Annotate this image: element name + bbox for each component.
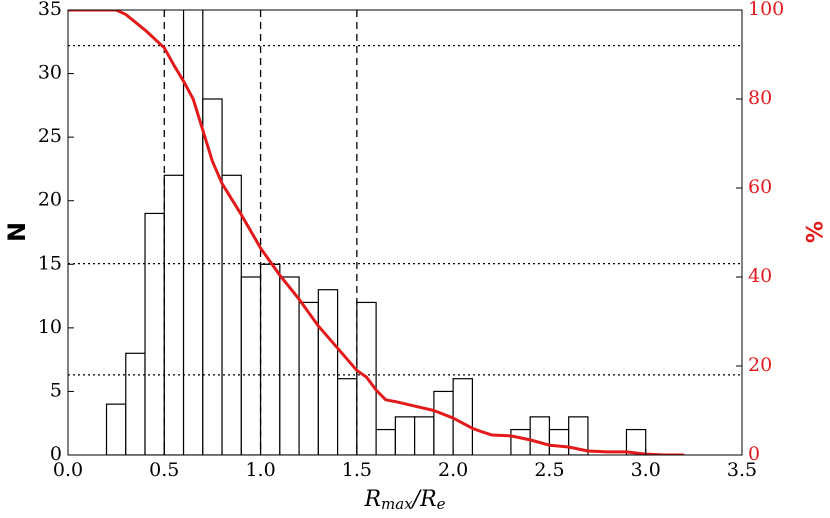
bar (568, 416, 589, 455)
y2-tick-label: 80 (748, 87, 772, 109)
y2-tick-label: 60 (748, 176, 772, 198)
axes-frame (67, 9, 743, 456)
x-tick-label: 0.5 (149, 459, 179, 481)
x-label-part: e (437, 495, 446, 513)
x-tick-label: 3.0 (631, 459, 661, 481)
bar (529, 416, 551, 455)
y-tick-label: 0 (50, 443, 62, 465)
cumulative-line (68, 10, 685, 455)
y-tick-label: 5 (50, 379, 62, 401)
bar (394, 416, 416, 455)
x-tick-label: 1.5 (342, 459, 372, 481)
bar (414, 416, 435, 455)
bar (240, 276, 262, 455)
bar (375, 428, 396, 455)
bar (433, 390, 454, 455)
x-label-part: /R (411, 487, 437, 512)
bar (548, 428, 570, 455)
y2-tick-label: 40 (748, 265, 772, 287)
y-tick-label: 30 (38, 62, 62, 84)
y-tick-label: 10 (38, 316, 62, 338)
x-tick-label: 0.0 (53, 459, 83, 481)
bar (625, 428, 647, 455)
plot-area (68, 10, 742, 455)
bar (182, 10, 204, 455)
x-tick-label: 1.0 (245, 459, 275, 481)
x-tick-label: 2.5 (534, 459, 564, 481)
x-tick-label: 3.5 (727, 459, 757, 481)
y2-tick-label: 100 (748, 0, 784, 20)
y2-tick-label: 0 (748, 443, 760, 465)
bar (337, 378, 358, 455)
x-label-part: R (363, 487, 381, 512)
x-axis-label: Rmax/Re (363, 487, 445, 513)
y2-axis-label: % (800, 221, 825, 243)
bar (510, 428, 531, 455)
y-axis-label: N (3, 222, 31, 242)
bar (317, 289, 339, 455)
y2-tick-label: 20 (748, 354, 772, 376)
y-tick-label: 15 (38, 252, 62, 274)
bar (202, 98, 223, 455)
bar (279, 276, 300, 455)
bar (452, 378, 473, 455)
bar (144, 212, 165, 455)
bar (105, 403, 127, 455)
x-label-part: max (381, 495, 413, 513)
bar (221, 174, 242, 455)
bar (298, 301, 319, 455)
bar (125, 352, 146, 455)
y-tick-label: 20 (38, 189, 62, 211)
bar (163, 174, 185, 455)
x-tick-label: 2.0 (438, 459, 468, 481)
y-tick-label: 35 (38, 0, 62, 20)
bar (259, 263, 281, 455)
y-tick-label: 25 (38, 125, 62, 147)
